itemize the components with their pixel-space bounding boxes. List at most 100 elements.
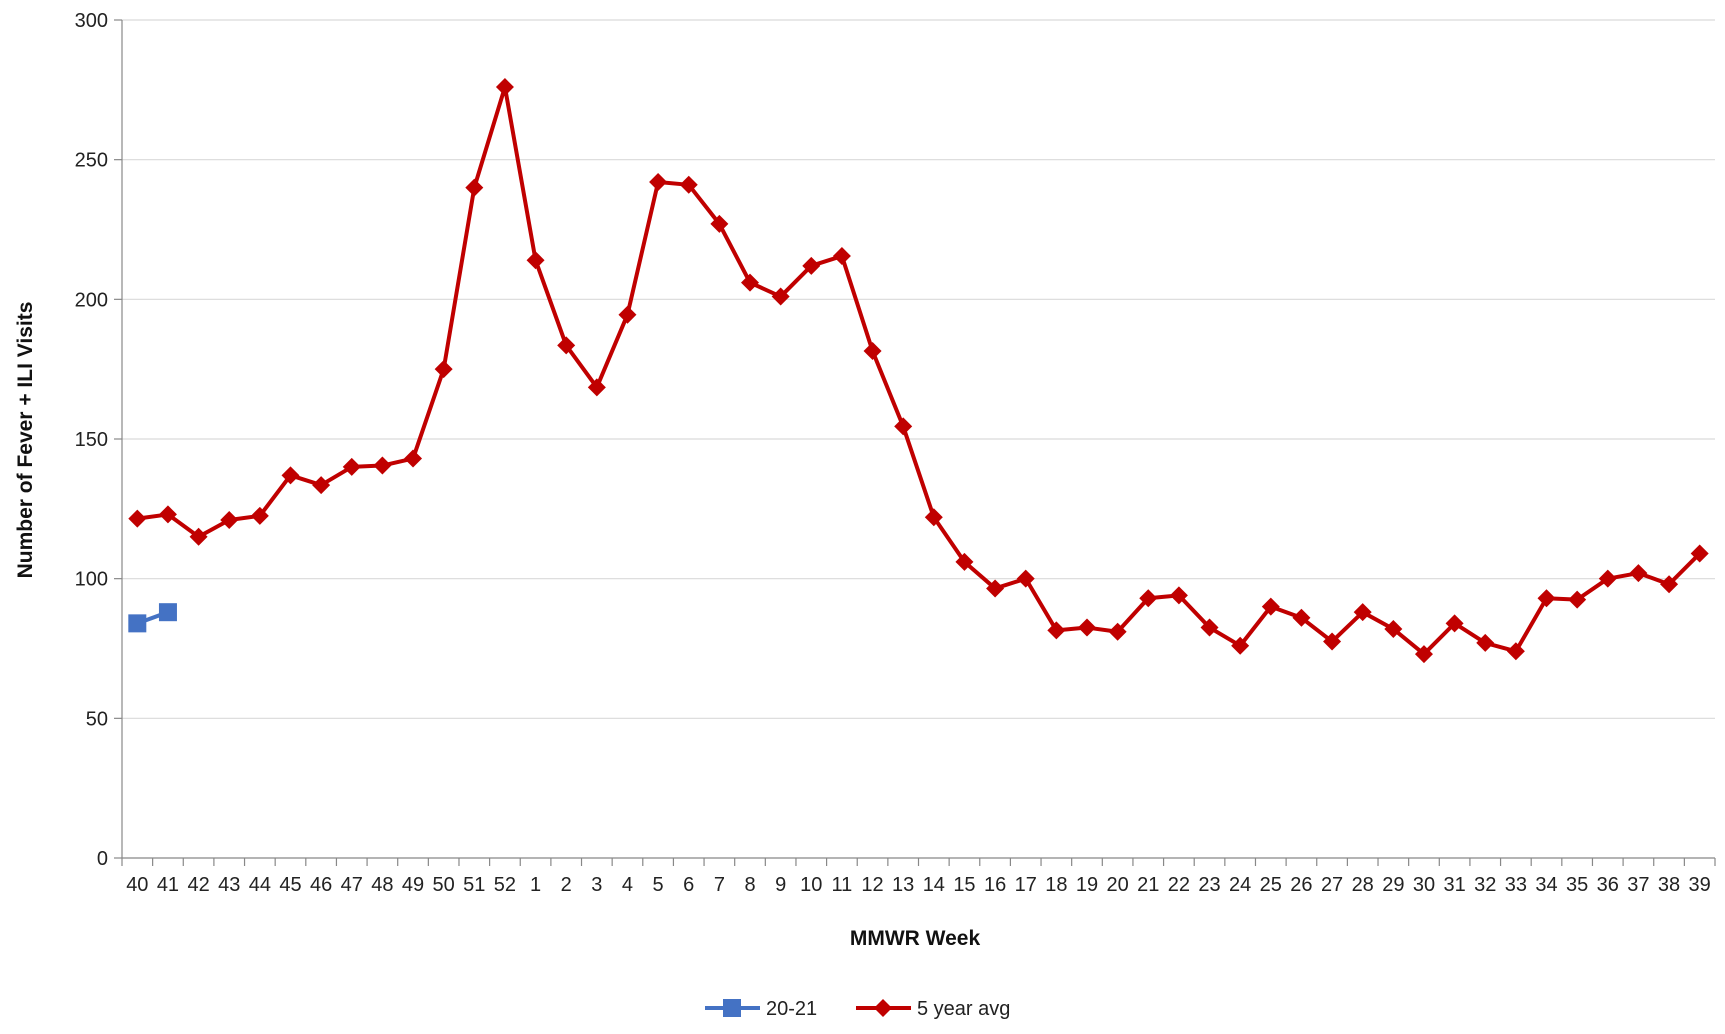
x-tick-label: 5	[653, 874, 664, 896]
x-tick-label: 27	[1321, 874, 1343, 896]
data-point	[587, 378, 606, 397]
data-point	[863, 342, 882, 361]
data-point	[495, 78, 514, 97]
data-point	[526, 251, 545, 270]
x-tick-label: 42	[187, 874, 209, 896]
legend-label: 5 year avg	[917, 998, 1010, 1020]
x-tick-label: 2	[561, 874, 572, 896]
x-tick-label: 7	[714, 874, 725, 896]
series-20-21	[128, 603, 177, 633]
x-tick-label: 29	[1382, 874, 1404, 896]
x-tick-label: 23	[1198, 874, 1220, 896]
y-tick-label: 0	[97, 848, 108, 870]
x-tick-label: 52	[494, 874, 516, 896]
legend-marker	[723, 999, 741, 1017]
data-point	[1169, 586, 1188, 605]
x-tick-label: 44	[249, 874, 271, 896]
y-axis-title: Number of Fever + ILI Visits	[14, 302, 37, 579]
y-tick-label: 300	[75, 10, 108, 32]
x-tick-label: 36	[1597, 874, 1619, 896]
data-point	[679, 175, 698, 194]
series-lines	[128, 78, 1709, 664]
data-point	[1690, 544, 1709, 563]
x-tick-label: 13	[892, 874, 914, 896]
legend-label: 20-21	[766, 998, 817, 1020]
data-point	[955, 552, 974, 571]
x-tick-label: 10	[800, 874, 822, 896]
data-point	[1384, 619, 1403, 638]
data-point	[741, 273, 760, 292]
data-point	[1261, 597, 1280, 616]
data-point	[1139, 589, 1158, 608]
data-point	[158, 505, 177, 524]
legend-item: 20-21	[705, 998, 817, 1020]
data-point	[1016, 569, 1035, 588]
data-point	[986, 579, 1005, 598]
x-tick-label: 20	[1107, 874, 1129, 896]
data-point	[1476, 633, 1495, 652]
x-tick-label: 38	[1658, 874, 1680, 896]
x-tick-label: 17	[1015, 874, 1037, 896]
legend: 20-21 5 year avg	[705, 998, 1010, 1020]
x-tick-label: 48	[371, 874, 393, 896]
data-point	[924, 508, 943, 527]
data-point	[1323, 632, 1342, 651]
x-tick-label: 41	[157, 874, 179, 896]
x-tick-label: 49	[402, 874, 424, 896]
y-tick-label: 200	[75, 289, 108, 311]
x-tick-label: 15	[953, 874, 975, 896]
data-point	[373, 456, 392, 475]
x-tick-label: 9	[775, 874, 786, 896]
data-point	[1660, 575, 1679, 594]
data-point	[434, 360, 453, 379]
x-tick-label: 1	[530, 874, 541, 896]
x-tick-label: 26	[1290, 874, 1312, 896]
x-tick-label: 6	[683, 874, 694, 896]
data-point	[1047, 621, 1066, 640]
data-point	[1445, 614, 1464, 633]
x-tick-label: 45	[279, 874, 301, 896]
data-point	[189, 527, 208, 546]
series-line	[137, 85, 1702, 657]
data-point	[1506, 642, 1525, 661]
data-point	[1629, 564, 1648, 583]
x-tick-label: 34	[1535, 874, 1557, 896]
x-tick-label: 12	[861, 874, 883, 896]
y-tick-label: 100	[75, 569, 108, 591]
x-tick-label: 4	[622, 874, 633, 896]
data-point	[557, 336, 576, 355]
x-tick-label: 19	[1076, 874, 1098, 896]
data-point	[1353, 603, 1372, 622]
data-point	[832, 247, 851, 266]
x-tick-label: 37	[1627, 874, 1649, 896]
data-point	[1598, 569, 1617, 588]
x-tick-label: 47	[341, 874, 363, 896]
x-tick-label: 40	[126, 874, 148, 896]
x-tick-label: 30	[1413, 874, 1435, 896]
x-tick-label: 24	[1229, 874, 1251, 896]
data-point	[312, 476, 331, 495]
y-tick-label: 150	[75, 429, 108, 451]
x-tick-label: 43	[218, 874, 240, 896]
x-tick-label: 25	[1260, 874, 1282, 896]
x-tick-label: 18	[1045, 874, 1067, 896]
data-point	[250, 506, 269, 525]
y-tick-label: 250	[75, 150, 108, 172]
x-axis-title: MMWR Week	[850, 927, 981, 950]
x-tick-label: 21	[1137, 874, 1159, 896]
data-point	[1414, 645, 1433, 664]
data-point	[404, 449, 423, 468]
data-point	[894, 417, 913, 436]
data-point	[281, 466, 300, 485]
x-tick-label: 14	[923, 874, 945, 896]
x-tick-label: 50	[433, 874, 455, 896]
x-tick-label: 8	[744, 874, 755, 896]
data-point	[128, 614, 147, 633]
x-tick-label: 33	[1505, 874, 1527, 896]
data-point	[158, 603, 177, 622]
data-point	[1292, 608, 1311, 627]
legend-marker	[874, 999, 892, 1017]
x-tick-label: 35	[1566, 874, 1588, 896]
